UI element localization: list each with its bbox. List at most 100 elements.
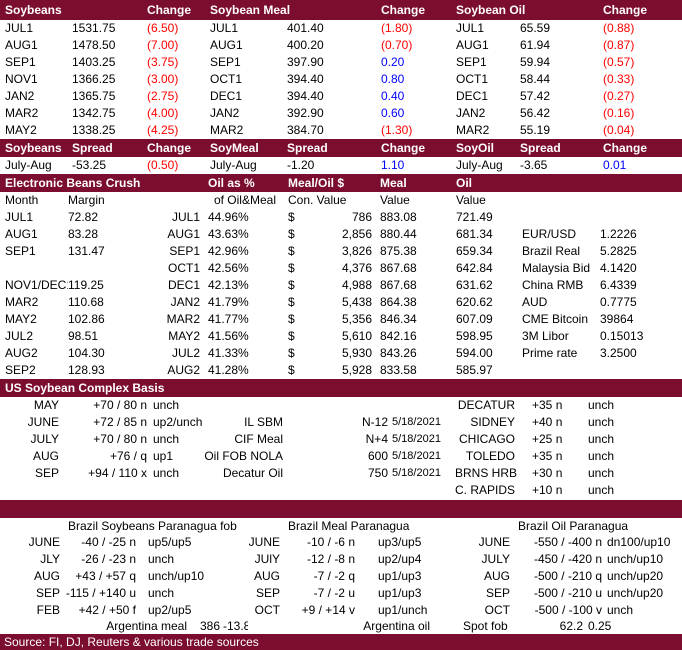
soyoil-spread-months: July-Aug	[456, 158, 503, 172]
oil-contract: JAN2	[456, 106, 486, 120]
oil-pct-month: SEP1	[169, 244, 200, 258]
basis-change: up1	[153, 449, 174, 463]
meal-price: 394.40	[287, 89, 324, 103]
crush-row: AUG1 83.28 AUG1 43.63% $ 2,856 880.44 68…	[0, 226, 682, 243]
brazil-soybeans-month: SEP	[35, 586, 60, 600]
dollar-sign: $	[288, 244, 295, 258]
meal-value: 842.16	[380, 329, 417, 343]
brazil-meal-month: JUNE	[248, 535, 280, 549]
meal-change: 0.60	[381, 106, 405, 120]
futures-price-row: AUG1 1478.50 (7.00) AUG1 400.20 (0.70) A…	[0, 37, 682, 54]
basis-range: +94 / 110 x	[88, 466, 147, 480]
fx-value	[600, 209, 682, 226]
brazil-soybeans-change: unch	[148, 552, 175, 566]
meal-contract: AUG1	[210, 38, 243, 52]
crush-row: JUL1 72.82 JUL1 44.96% $ 786 883.08 721.…	[0, 209, 682, 226]
brazil-soybeans-basis: +42 / +50 f	[78, 603, 136, 617]
fx-label: 3M Libor	[522, 329, 569, 343]
brazil-oil-change: unch	[607, 603, 634, 617]
converted-value: 5,610	[341, 329, 372, 343]
crush-month: NOV1/DEC1	[5, 278, 68, 292]
location-basis: +40 n	[532, 415, 563, 429]
fx-label	[518, 362, 600, 379]
meal-header: Meal	[380, 176, 407, 190]
month-subheader: Month	[5, 193, 39, 207]
basis-range: +70 / 80 n	[93, 398, 147, 412]
soybeans-price: 1403.25	[72, 55, 116, 69]
soybeans-change: (7.00)	[147, 38, 179, 52]
crush-margin	[68, 260, 145, 277]
meal-contract: MAR2	[210, 123, 244, 137]
soybean-meal-panel-title: Soybean Meal	[210, 3, 291, 17]
soymeal-spread-change-label: Change	[381, 141, 426, 155]
meal-price: 397.90	[287, 55, 324, 69]
oil-pct-value: 42.56%	[208, 261, 249, 275]
basis-range	[62, 482, 147, 499]
oil-pct-month: MAR2	[166, 312, 200, 326]
brazil-row: AUG +43 / +57 q unch/up10 AUG -7 / -2 q …	[0, 568, 682, 585]
oil-value-subheader: Value	[456, 193, 486, 207]
converted-value: 2,856	[341, 227, 372, 241]
crush-rows: JUL1 72.82 JUL1 44.96% $ 786 883.08 721.…	[0, 209, 682, 379]
oil-change: (0.57)	[603, 55, 635, 69]
meal-contract: SEP1	[210, 55, 241, 69]
basis-product-value	[285, 397, 388, 414]
fx-value: 5.2825	[600, 244, 637, 258]
oil-contract: JUL1	[456, 21, 485, 35]
crush-month: JUL2	[5, 329, 34, 343]
converted-value: 4,376	[341, 261, 372, 275]
soymeal-spread-label: Spread	[287, 141, 328, 155]
meal-value-subheader: Value	[380, 193, 410, 207]
crush-month: AUG2	[5, 346, 38, 360]
us-basis-section-title: US Soybean Complex Basis	[5, 381, 165, 395]
location-change: unch	[588, 466, 615, 480]
basis-range: +70 / 80 n	[93, 432, 147, 446]
fx-value: 3.2500	[600, 346, 637, 360]
soybeans-change: (6.50)	[147, 21, 179, 35]
brazil-soybeans-change: up2/up5	[148, 603, 192, 617]
us-basis-row: JULY +70 / 80 n unch CIF Meal N+4 5/18/2…	[0, 431, 682, 448]
fx-label: Brazil Real	[522, 244, 581, 258]
crush-row: MAY2 102.86 MAR2 41.77% $ 5,356 846.34 6…	[0, 311, 682, 328]
oil-contract: SEP1	[456, 55, 487, 69]
soybeans-panel-title: Soybeans	[5, 3, 62, 17]
basis-date: 5/18/2021	[392, 433, 441, 445]
converted-value: 3,826	[341, 244, 372, 258]
oil-value: 594.00	[456, 346, 493, 360]
crush-margin: 83.28	[68, 227, 99, 241]
basis-change: unch	[153, 398, 180, 412]
basis-range: +76 / q	[109, 449, 147, 463]
crush-row: JUL2 98.51 MAY2 41.56% $ 5,610 842.16 59…	[0, 328, 682, 345]
soybeans-price: 1342.75	[72, 106, 116, 120]
oil-pct-value: 44.96%	[208, 210, 249, 224]
brazil-oil-month: AUG	[483, 569, 510, 583]
brazil-rows: JUNE -40 / -25 n up5/up5 JUNE -10 / -6 n…	[0, 534, 682, 619]
margin-subheader: Margin	[68, 193, 105, 207]
meal-value: 883.08	[380, 210, 417, 224]
oil-price: 59.94	[520, 55, 551, 69]
dollar-sign: $	[288, 312, 295, 326]
oil-pct-month: MAY2	[168, 329, 200, 343]
converted-value: 5,930	[341, 346, 372, 360]
brazil-row: JUNE -40 / -25 n up5/up5 JUNE -10 / -6 n…	[0, 534, 682, 551]
meal-value: 867.68	[380, 278, 417, 292]
soybeans-price: 1365.75	[72, 89, 116, 103]
crush-margin: 98.51	[68, 329, 99, 343]
location-basis: +30 n	[532, 466, 563, 480]
brazil-oil-title: Brazil Oil Paranagua	[518, 519, 629, 533]
soymeal-spread-months: July-Aug	[210, 158, 257, 172]
brazil-oil-change: unch/up20	[607, 569, 664, 583]
soybean-oil-panel-title: Soybean Oil	[456, 3, 526, 17]
oil-price: 61.94	[520, 38, 551, 52]
fx-value: 4.1420	[600, 261, 637, 275]
meal-change: 0.40	[381, 89, 405, 103]
basis-location: CHICAGO	[458, 432, 515, 446]
brazil-titles-row: Brazil Soybeans Paranagua fob Brazil Mea…	[0, 518, 682, 534]
us-basis-rows: MAY +70 / 80 n unch DECATUR +35 n unch J…	[0, 397, 682, 499]
crush-margin: 104.30	[68, 346, 105, 360]
fx-label: Prime rate	[522, 346, 578, 360]
brazil-meal-month: JUlY	[254, 552, 280, 566]
meal-price: 384.70	[287, 123, 324, 137]
soybeans-contract: MAY2	[5, 123, 37, 137]
oil-change-header: Change	[603, 3, 648, 17]
